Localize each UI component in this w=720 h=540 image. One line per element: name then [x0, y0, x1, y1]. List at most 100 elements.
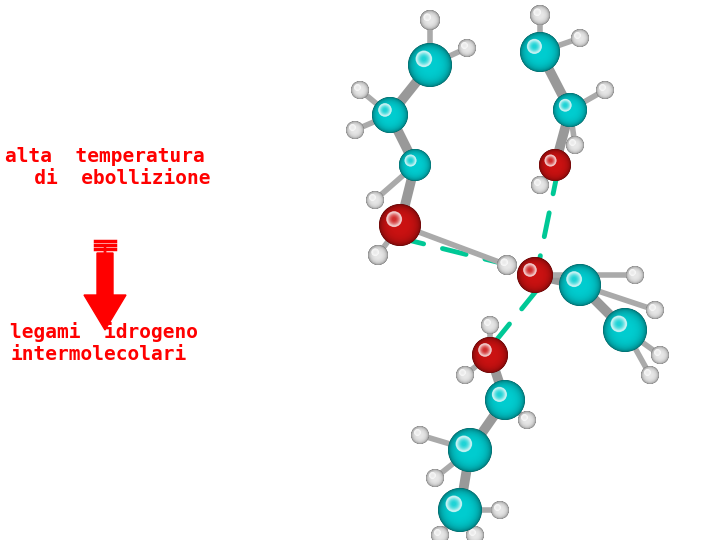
Circle shape: [560, 100, 580, 120]
Circle shape: [349, 124, 356, 131]
Circle shape: [531, 5, 549, 25]
Circle shape: [428, 471, 442, 485]
Circle shape: [374, 251, 377, 254]
Circle shape: [428, 471, 441, 485]
Circle shape: [366, 192, 384, 208]
Circle shape: [654, 349, 665, 361]
Circle shape: [458, 39, 476, 57]
Circle shape: [415, 50, 432, 67]
Circle shape: [536, 11, 539, 14]
Circle shape: [650, 305, 660, 315]
Circle shape: [493, 503, 507, 517]
Circle shape: [655, 350, 665, 360]
Circle shape: [652, 347, 669, 363]
Circle shape: [385, 210, 415, 240]
Circle shape: [373, 250, 383, 260]
Circle shape: [560, 265, 600, 305]
Circle shape: [654, 350, 660, 355]
Circle shape: [647, 302, 663, 318]
Circle shape: [528, 40, 540, 52]
Circle shape: [540, 150, 570, 180]
Circle shape: [566, 271, 582, 287]
Circle shape: [457, 367, 473, 383]
Circle shape: [520, 413, 534, 427]
Circle shape: [536, 11, 544, 19]
Circle shape: [400, 151, 429, 179]
Circle shape: [534, 9, 546, 22]
Circle shape: [351, 81, 369, 99]
Circle shape: [461, 42, 473, 55]
Circle shape: [495, 505, 500, 510]
Circle shape: [523, 416, 526, 419]
Circle shape: [492, 388, 518, 413]
Circle shape: [438, 488, 482, 532]
Circle shape: [536, 182, 544, 188]
Circle shape: [484, 319, 497, 332]
Circle shape: [649, 304, 656, 311]
Circle shape: [349, 125, 356, 130]
Circle shape: [373, 98, 407, 132]
Circle shape: [502, 260, 506, 265]
Circle shape: [456, 366, 474, 384]
Circle shape: [500, 259, 513, 272]
Circle shape: [485, 320, 490, 326]
Circle shape: [601, 86, 604, 89]
Circle shape: [476, 341, 504, 369]
Circle shape: [572, 30, 588, 46]
Circle shape: [642, 366, 659, 383]
Circle shape: [349, 124, 361, 136]
Circle shape: [613, 318, 625, 330]
Circle shape: [532, 177, 548, 193]
Circle shape: [544, 154, 565, 176]
Circle shape: [356, 86, 359, 89]
Circle shape: [543, 153, 567, 178]
Circle shape: [535, 180, 545, 190]
Circle shape: [503, 260, 506, 264]
Circle shape: [487, 382, 523, 418]
Circle shape: [649, 305, 656, 310]
Circle shape: [532, 44, 536, 49]
Circle shape: [531, 176, 549, 194]
Circle shape: [441, 490, 480, 530]
Circle shape: [628, 267, 642, 282]
Circle shape: [519, 259, 551, 291]
Circle shape: [456, 367, 473, 383]
Circle shape: [447, 497, 461, 511]
Circle shape: [534, 9, 541, 16]
Circle shape: [460, 41, 474, 55]
Circle shape: [451, 430, 490, 469]
Circle shape: [492, 502, 508, 518]
Circle shape: [558, 98, 582, 122]
Circle shape: [534, 179, 546, 191]
Circle shape: [420, 11, 439, 30]
Circle shape: [503, 261, 505, 263]
Circle shape: [420, 55, 428, 63]
Circle shape: [627, 267, 643, 283]
Circle shape: [598, 83, 612, 97]
Circle shape: [571, 29, 589, 47]
Circle shape: [492, 388, 506, 401]
Circle shape: [652, 346, 669, 364]
Circle shape: [426, 469, 444, 487]
Circle shape: [626, 266, 644, 284]
Circle shape: [524, 264, 546, 286]
Circle shape: [475, 340, 505, 370]
Circle shape: [554, 94, 585, 125]
Circle shape: [451, 502, 456, 506]
Circle shape: [415, 429, 420, 436]
Circle shape: [347, 122, 364, 138]
Circle shape: [387, 212, 401, 226]
Circle shape: [534, 179, 541, 186]
Circle shape: [352, 127, 359, 133]
Circle shape: [348, 123, 362, 137]
Circle shape: [570, 140, 580, 150]
Circle shape: [649, 305, 655, 310]
Circle shape: [492, 387, 518, 413]
Circle shape: [571, 276, 577, 282]
Circle shape: [496, 506, 504, 514]
Circle shape: [480, 345, 490, 355]
Circle shape: [374, 99, 406, 131]
Circle shape: [435, 530, 445, 540]
Circle shape: [612, 317, 626, 330]
Circle shape: [372, 249, 384, 261]
